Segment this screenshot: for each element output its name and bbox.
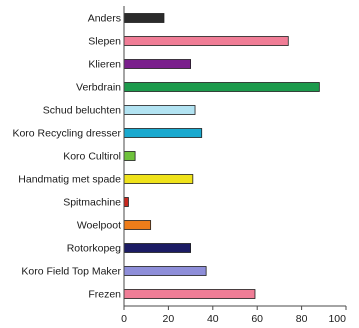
category-label-4: Schud beluchten <box>43 105 121 117</box>
bar-9 <box>123 220 152 230</box>
bar-10 <box>123 243 191 253</box>
category-label-7: Handmatig met spade <box>18 174 121 186</box>
bar-11 <box>123 266 207 276</box>
category-label-8: Spitmachine <box>63 197 121 209</box>
x-tick-label-2: 40 <box>207 313 219 325</box>
bar-4 <box>123 105 196 115</box>
category-labels: Anders Slepen Klieren Verbdrain Schud beluch… <box>12 13 121 301</box>
category-label-9: Woelpoot <box>77 220 121 232</box>
category-label-12: Frezen <box>88 289 121 301</box>
category-label-2: Klieren <box>88 59 121 71</box>
bar-1 <box>123 36 289 46</box>
x-tick-label-3: 60 <box>251 313 263 325</box>
category-label-0: Anders <box>88 13 121 25</box>
category-label-11: Koro Field Top Maker <box>21 266 121 278</box>
bars-group <box>123 13 320 299</box>
bar-7 <box>123 174 194 184</box>
x-tick-label-5: 100 <box>328 313 346 325</box>
category-label-1: Slepen <box>88 36 121 48</box>
bar-3 <box>123 82 320 92</box>
category-label-10: Rotorkopeg <box>67 243 121 255</box>
category-label-6: Koro Cultirol <box>63 151 121 163</box>
x-tick-label-4: 80 <box>296 313 308 325</box>
bar-6 <box>123 151 136 161</box>
bar-2 <box>123 59 191 69</box>
x-tick-label-0: 0 <box>121 313 127 325</box>
x-axis-ticks: 0 20 40 60 80 100 <box>121 306 347 325</box>
bar-0 <box>123 13 165 23</box>
category-label-3: Verbdrain <box>76 82 121 94</box>
category-label-5: Koro Recycling dresser <box>12 128 121 140</box>
x-tick-label-1: 20 <box>163 313 175 325</box>
bar-5 <box>123 128 203 138</box>
bar-8 <box>123 197 129 207</box>
bar-12 <box>123 289 256 299</box>
